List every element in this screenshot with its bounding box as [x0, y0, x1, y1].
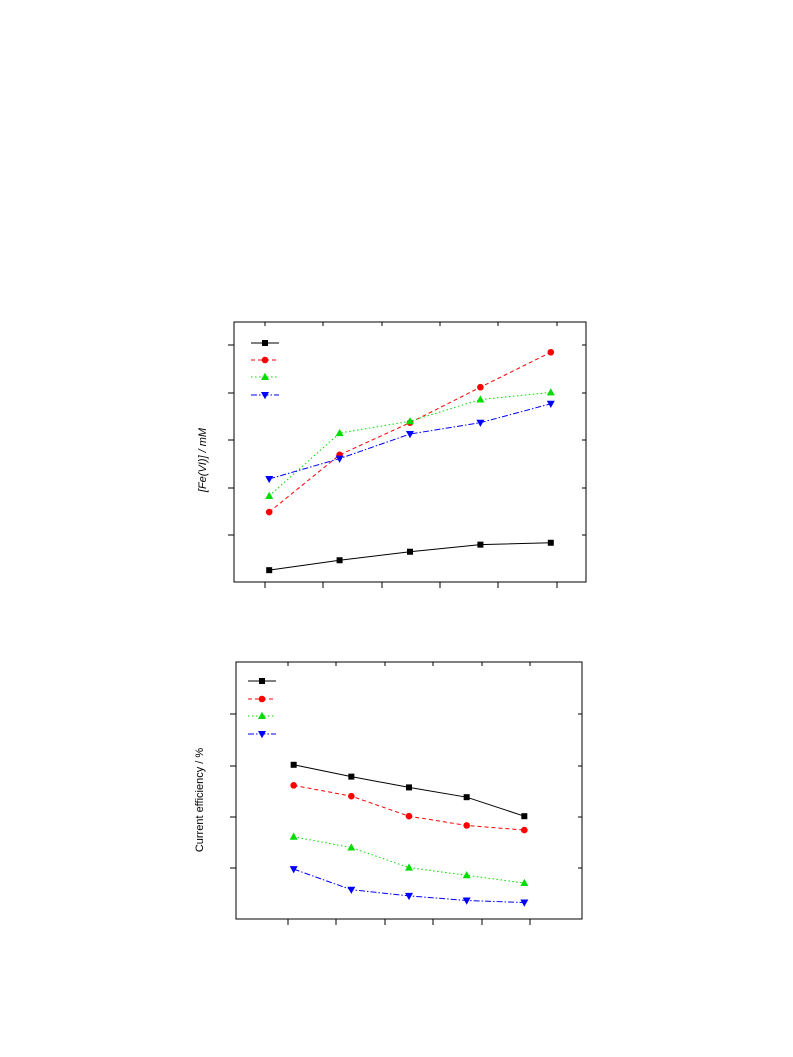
series-1-point-5 [547, 539, 554, 546]
fe-vi-concentration-chart: [Fe(VI)] / mM [197, 321, 587, 588]
series-4-point-1 [289, 866, 298, 874]
series-3-line [293, 836, 525, 884]
series-4-point-3 [405, 892, 413, 901]
series-4-point-5 [520, 899, 529, 907]
legend-entry-1 [251, 340, 279, 346]
series-3-point-5 [546, 388, 555, 396]
series-2-point-2 [348, 792, 355, 800]
series-4-point-4 [462, 897, 471, 905]
series-1-point-4 [477, 541, 484, 548]
legend-marker-1 [259, 678, 265, 684]
plot-frame [235, 661, 583, 920]
series-1-line [269, 542, 551, 571]
series-4-point-3 [406, 431, 414, 439]
series-4-point-5 [546, 400, 555, 408]
legend-entry-3 [251, 372, 279, 380]
series-1-point-4 [463, 794, 470, 801]
series-1-point-3 [407, 548, 413, 555]
series-1-point-3 [406, 784, 412, 791]
series-2-point-4 [463, 822, 470, 829]
series-3-point-1 [289, 832, 298, 840]
legend-entry-1 [248, 678, 276, 684]
series-3-line [268, 391, 551, 497]
legend-marker-3 [258, 711, 266, 719]
series-1 [266, 539, 554, 574]
series-4 [265, 400, 555, 484]
legend-entry-3 [248, 711, 276, 719]
y-axis-label: Current efficiency / % [194, 748, 206, 853]
series-2 [290, 782, 528, 834]
series-3-point-3 [405, 863, 413, 871]
legend-entry-2 [248, 695, 276, 703]
series-4-line [269, 403, 551, 480]
legend-marker-2 [261, 356, 269, 364]
series-3-point-2 [347, 843, 356, 851]
legend-entry-4 [251, 392, 279, 400]
legend-marker-4 [261, 392, 269, 400]
legend-marker-3 [261, 372, 269, 380]
series-3-point-3 [406, 417, 414, 425]
series-4-point-1 [265, 475, 274, 484]
series-2-point-4 [477, 383, 484, 391]
series-4-point-2 [335, 455, 344, 463]
series-2-point-1 [290, 782, 297, 789]
series-1-line [293, 764, 525, 817]
series-4-point-2 [347, 886, 356, 894]
series-2-line [293, 784, 525, 831]
series-2-point-3 [405, 812, 413, 820]
series-3-point-4 [462, 871, 471, 879]
series-1-point-2 [336, 557, 343, 564]
series-3 [289, 832, 529, 887]
legend-marker-1 [262, 340, 268, 346]
plot-frame [233, 321, 587, 583]
series-3-point-4 [476, 395, 485, 403]
legend-marker-2 [258, 695, 266, 703]
series-3-point-5 [520, 878, 529, 887]
series-4 [289, 866, 529, 907]
series-2-point-1 [265, 508, 273, 516]
series-3-point-2 [335, 428, 344, 437]
series-1-point-1 [266, 567, 273, 574]
series-1-point-1 [290, 761, 297, 768]
current-efficiency-chart: Current efficiency / % [194, 661, 583, 925]
series-1-point-2 [348, 773, 355, 780]
legend-entry-2 [251, 356, 279, 364]
y-axis-label: [Fe(VI)] / mM [197, 427, 209, 493]
legend-entry-4 [248, 731, 276, 739]
series-2-point-5 [547, 348, 555, 356]
series-4-point-4 [476, 419, 485, 427]
series-2-point-5 [521, 826, 528, 834]
series-1 [290, 761, 528, 820]
series-1-point-5 [521, 813, 528, 820]
series-3 [265, 388, 555, 499]
series-3-point-1 [265, 491, 274, 499]
legend-marker-4 [258, 731, 266, 739]
